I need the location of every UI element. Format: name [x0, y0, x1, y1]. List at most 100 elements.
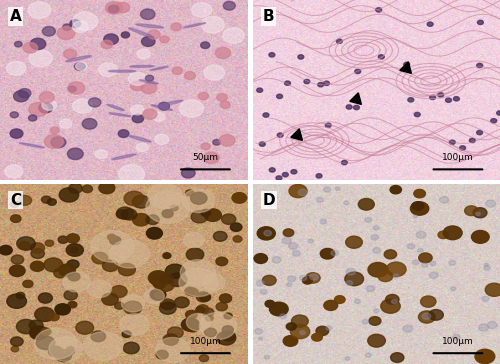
Circle shape	[451, 287, 456, 291]
Circle shape	[302, 277, 312, 284]
Circle shape	[316, 197, 324, 202]
Circle shape	[345, 357, 350, 360]
Circle shape	[283, 229, 294, 237]
Circle shape	[318, 83, 324, 87]
Circle shape	[144, 289, 165, 304]
Circle shape	[10, 215, 21, 222]
Circle shape	[121, 32, 130, 38]
Circle shape	[182, 189, 214, 213]
Circle shape	[114, 302, 124, 309]
Circle shape	[204, 328, 216, 337]
Circle shape	[393, 274, 399, 278]
Circle shape	[263, 113, 269, 117]
Circle shape	[17, 237, 36, 250]
Circle shape	[355, 69, 360, 74]
Circle shape	[217, 94, 227, 101]
Circle shape	[142, 36, 155, 46]
Circle shape	[120, 314, 150, 335]
Circle shape	[220, 135, 235, 146]
Circle shape	[277, 133, 283, 137]
Circle shape	[10, 265, 25, 277]
Circle shape	[148, 271, 168, 285]
Circle shape	[416, 231, 426, 238]
Circle shape	[60, 266, 70, 273]
Circle shape	[386, 262, 406, 277]
Circle shape	[289, 185, 307, 198]
Circle shape	[202, 274, 225, 290]
Circle shape	[443, 226, 462, 240]
Circle shape	[29, 320, 43, 331]
Circle shape	[130, 105, 144, 115]
Circle shape	[101, 40, 112, 49]
Text: D: D	[262, 193, 275, 208]
Circle shape	[288, 243, 298, 249]
Circle shape	[374, 226, 379, 230]
Circle shape	[62, 24, 72, 30]
Circle shape	[66, 349, 74, 355]
Ellipse shape	[66, 56, 92, 62]
Circle shape	[44, 135, 64, 149]
Circle shape	[166, 264, 185, 278]
Circle shape	[185, 287, 196, 295]
Circle shape	[269, 168, 275, 172]
Circle shape	[30, 38, 46, 50]
Circle shape	[414, 189, 426, 198]
Circle shape	[55, 349, 72, 361]
Circle shape	[14, 91, 28, 102]
Circle shape	[179, 268, 218, 297]
Circle shape	[300, 331, 305, 335]
Circle shape	[198, 92, 208, 100]
Circle shape	[5, 165, 23, 178]
Circle shape	[143, 109, 157, 119]
Circle shape	[186, 321, 200, 332]
Circle shape	[412, 260, 419, 265]
Circle shape	[88, 98, 101, 107]
Circle shape	[70, 247, 78, 253]
Circle shape	[0, 245, 12, 255]
Circle shape	[346, 268, 356, 275]
Circle shape	[283, 336, 298, 346]
Circle shape	[316, 174, 322, 178]
Circle shape	[128, 72, 146, 86]
Circle shape	[14, 41, 22, 47]
Circle shape	[428, 309, 444, 320]
Circle shape	[182, 168, 195, 178]
Circle shape	[116, 210, 128, 218]
Circle shape	[28, 2, 50, 18]
Circle shape	[486, 200, 496, 207]
Circle shape	[440, 197, 448, 203]
Circle shape	[368, 334, 386, 347]
Circle shape	[72, 12, 98, 30]
Circle shape	[124, 191, 144, 206]
Circle shape	[346, 281, 352, 285]
Text: C: C	[10, 193, 21, 208]
Circle shape	[180, 260, 216, 285]
Circle shape	[204, 65, 225, 80]
Circle shape	[454, 96, 460, 101]
Circle shape	[137, 49, 150, 59]
Circle shape	[362, 319, 368, 324]
Circle shape	[6, 61, 26, 75]
Circle shape	[41, 328, 51, 335]
Circle shape	[418, 249, 423, 252]
Circle shape	[290, 325, 310, 339]
Circle shape	[23, 280, 33, 288]
Circle shape	[36, 336, 55, 349]
Circle shape	[418, 311, 435, 323]
Circle shape	[476, 212, 480, 215]
Circle shape	[196, 307, 204, 313]
Circle shape	[202, 308, 214, 316]
Circle shape	[453, 335, 460, 340]
Text: 100μm: 100μm	[190, 337, 222, 346]
Circle shape	[64, 290, 78, 300]
Circle shape	[108, 5, 119, 13]
Circle shape	[10, 112, 18, 118]
Circle shape	[184, 233, 204, 248]
Circle shape	[324, 300, 338, 310]
Circle shape	[160, 302, 176, 314]
Text: 100μm: 100μm	[442, 337, 474, 346]
Ellipse shape	[108, 70, 136, 72]
Circle shape	[64, 49, 76, 59]
Circle shape	[446, 98, 452, 102]
Circle shape	[70, 20, 80, 28]
